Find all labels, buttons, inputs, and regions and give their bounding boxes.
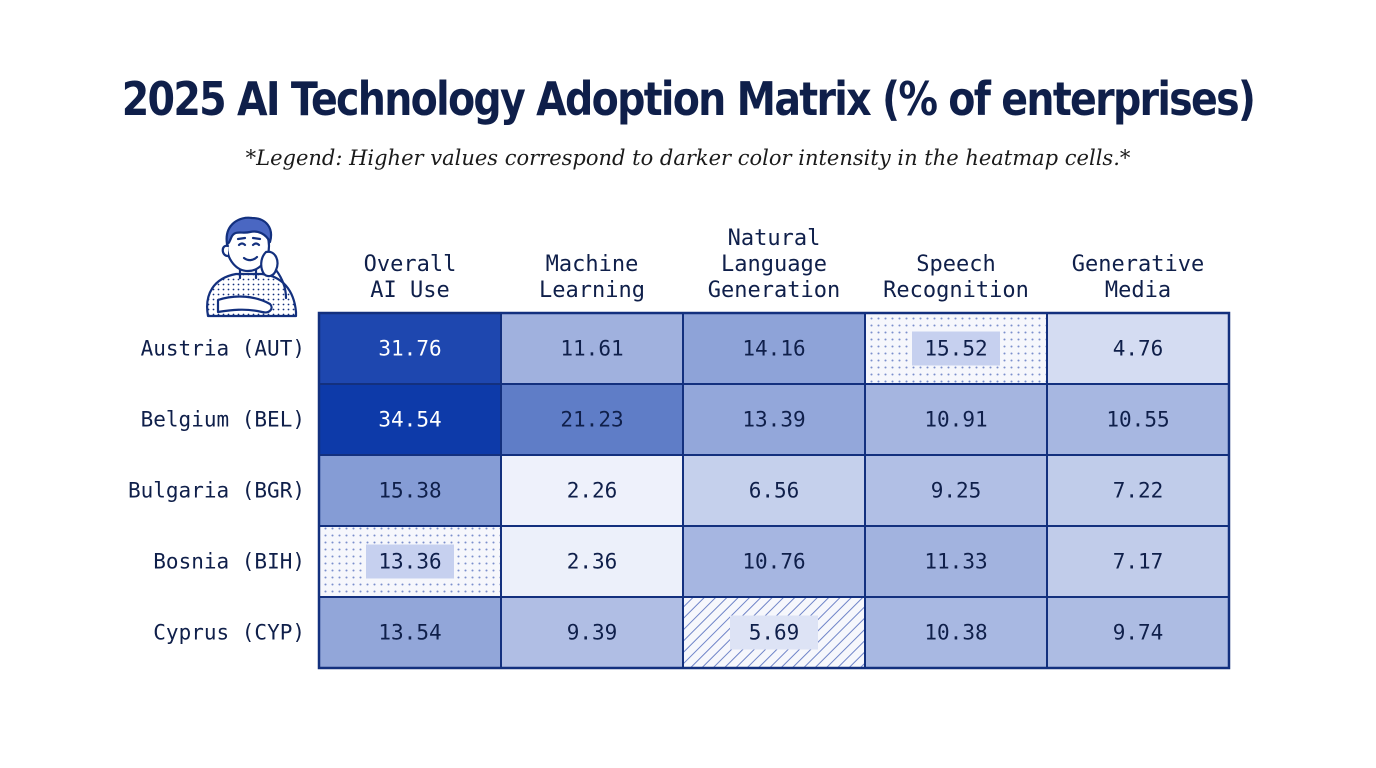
heatmap-cell (682, 454, 866, 527)
cell-value: 7.22 (1113, 479, 1164, 503)
column-label: Generative Media (1072, 252, 1204, 303)
column-label-line: Natural (728, 226, 821, 251)
cell-value: 5.69 (749, 621, 800, 645)
cell-value: 10.38 (924, 621, 987, 645)
chart-title: 2025 AI Technology Adoption Matrix (% of… (121, 72, 1256, 126)
heatmap-cell (318, 596, 502, 669)
row-label: Austria (AUT) (141, 337, 305, 361)
column-label-line: Generation (708, 278, 840, 303)
column-label-line: Language (721, 252, 827, 277)
column-label-line: Media (1105, 278, 1171, 303)
cell-value: 9.74 (1113, 621, 1164, 645)
column-label: Speech Recognition (883, 252, 1029, 303)
column-label: Machine Learning (539, 252, 645, 303)
cell-value-background (730, 615, 818, 650)
heatmap-cell (1046, 312, 1230, 385)
heatmap-cell (1046, 454, 1230, 527)
heatmap-cell (682, 312, 866, 385)
chart-legend-note: *Legend: Higher values correspond to dar… (245, 146, 1131, 170)
column-label: Natural Language Generation (708, 226, 840, 303)
heatmap-cell (682, 525, 866, 598)
cell-value: 10.91 (924, 408, 987, 432)
column-label-line: Recognition (883, 278, 1029, 303)
cell-value: 13.54 (378, 621, 441, 645)
heatmap-border (317, 311, 1231, 670)
heatmap-cell (1046, 383, 1230, 456)
column-label-line: Learning (539, 278, 645, 303)
cell-value: 7.17 (1113, 550, 1164, 574)
cell-value: 6.56 (749, 479, 800, 503)
heatmap-cell (318, 454, 502, 527)
heatmap-cell (500, 454, 684, 527)
cell-value: 34.54 (378, 408, 441, 432)
heatmap-cells: 31.76 11.61 14.16 15.52 4.76 34.54 21.23 13.39 1… (317, 311, 1231, 670)
row-label: Belgium (BEL) (141, 408, 305, 432)
heatmap-cell (864, 383, 1048, 456)
cell-value-background (912, 331, 1000, 366)
heatmap-cell (500, 383, 684, 456)
column-label: Overall AI Use (364, 252, 457, 303)
column-labels: Overall AI Use Machine Learning Natural Langu… (364, 226, 1205, 303)
column-label-line: Speech (916, 252, 995, 277)
cell-value: 15.52 (924, 337, 987, 361)
heatmap-cell (864, 525, 1048, 598)
cell-value-background (366, 544, 454, 579)
cell-value: 11.33 (924, 550, 987, 574)
cell-value: 21.23 (560, 408, 623, 432)
row-label: Bulgaria (BGR) (128, 479, 305, 503)
cell-value: 10.55 (1106, 408, 1169, 432)
column-label-line: Machine (546, 252, 639, 277)
cell-value: 2.36 (567, 550, 618, 574)
cell-value: 11.61 (560, 337, 623, 361)
cell-value: 2.26 (567, 479, 618, 503)
cell-value: 4.76 (1113, 337, 1164, 361)
heatmap-cell (1046, 525, 1230, 598)
cell-value: 14.16 (742, 337, 805, 361)
cell-value: 13.36 (378, 550, 441, 574)
column-label-line: Overall (364, 252, 457, 277)
cell-value: 31.76 (378, 337, 441, 361)
row-label: Bosnia (BIH) (153, 550, 305, 574)
column-label-line: AI Use (370, 278, 449, 303)
row-labels: Austria (AUT) Belgium (BEL) Bulgaria (BGR)… (128, 337, 305, 645)
cell-value: 10.76 (742, 550, 805, 574)
cell-value: 13.39 (742, 408, 805, 432)
cell-value: 9.39 (567, 621, 618, 645)
column-label-line: Generative (1072, 252, 1204, 277)
heatmap-cell (682, 383, 866, 456)
heatmap-cell (500, 596, 684, 669)
row-label: Cyprus (CYP) (153, 621, 305, 645)
person-thinking-icon (206, 216, 298, 318)
heatmap-cell (864, 454, 1048, 527)
cell-value: 9.25 (931, 479, 982, 503)
cell-value: 15.38 (378, 479, 441, 503)
